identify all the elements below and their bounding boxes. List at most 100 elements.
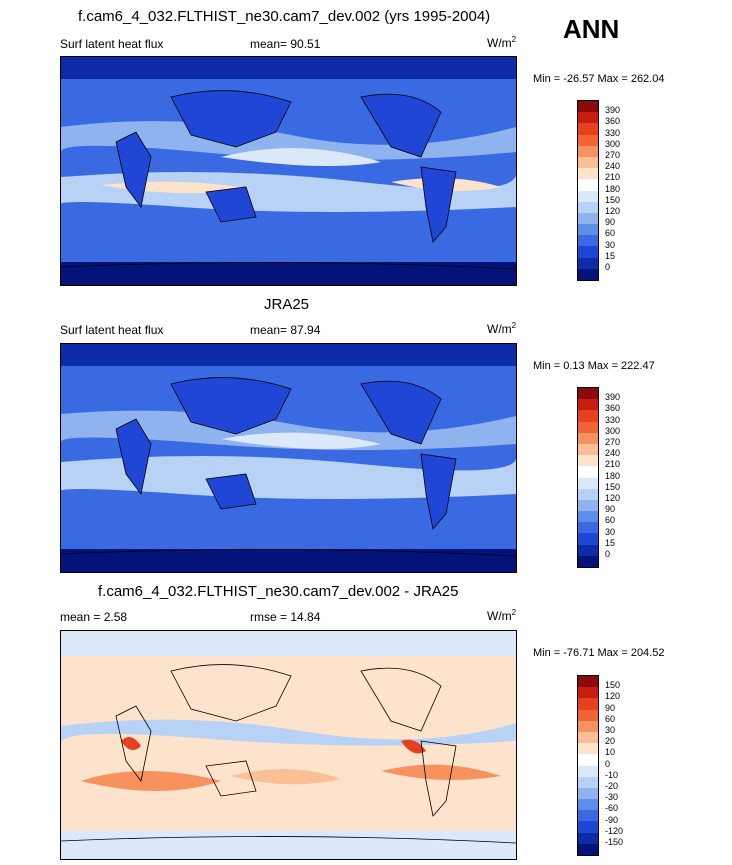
colorbar-tick-label: -30 (605, 792, 619, 803)
colorbar-tick-label: 210 (605, 172, 621, 183)
colorbar-box (578, 134, 598, 146)
colorbar-tick-label: 180 (605, 470, 621, 481)
colorbar-tick-label: -20 (605, 781, 619, 791)
season-label: ANN (563, 14, 620, 44)
panel1-colorbar (577, 100, 599, 281)
colorbar-tick-label: 90 (605, 504, 616, 515)
colorbar-box (578, 410, 598, 422)
panel2-title: JRA25 (264, 296, 310, 313)
colorbar-tick-label: 330 (605, 414, 621, 425)
panel1-title: f.cam6_4_032.FLTHIST_ne30.cam7_dev.002 (… (78, 8, 491, 25)
colorbar-tick-label: 150 (605, 194, 621, 205)
panel2-variable: Surf latent heat flux (60, 323, 164, 337)
colorbar-box (578, 843, 598, 855)
colorbar-box (578, 821, 598, 833)
colorbar-tick-label: 150 (605, 680, 621, 691)
colorbar-box (578, 533, 598, 545)
colorbar-tick-label: -10 (605, 769, 619, 780)
colorbar-box (578, 466, 598, 478)
colorbar-box (578, 799, 598, 811)
panel2-mean: mean= 87.94 (250, 323, 321, 337)
colorbar-tick-label: 90 (605, 217, 616, 228)
colorbar-box (578, 765, 598, 777)
colorbar-box (578, 257, 598, 269)
colorbar-tick-label: 20 (605, 736, 616, 747)
colorbar-box (578, 101, 598, 113)
colorbar-tick-label: 30 (605, 239, 616, 250)
colorbar-box (578, 156, 598, 169)
colorbar-tick-label: -150 (605, 837, 624, 847)
colorbar-tick-label: 120 (605, 691, 621, 702)
colorbar-box (578, 112, 598, 124)
colorbar-tick-label: 0 (605, 262, 611, 272)
colorbar-box (578, 246, 598, 258)
colorbar-box (578, 179, 598, 191)
colorbar-tick-label: 10 (605, 747, 616, 758)
colorbar-box (578, 145, 598, 157)
colorbar-tick-label: 60 (605, 515, 616, 526)
colorbar-box (578, 754, 598, 766)
colorbar-tick-label: 150 (605, 481, 621, 492)
colorbar-box (578, 499, 598, 512)
colorbar-tick-label: 120 (605, 493, 621, 503)
colorbar-box (578, 201, 598, 213)
colorbar-box (578, 776, 598, 788)
colorbar-box (578, 455, 598, 467)
colorbar-box (578, 698, 598, 710)
colorbar-box (578, 810, 598, 822)
panel1-variable: Surf latent heat flux (60, 37, 164, 51)
colorbar-box (578, 731, 598, 744)
colorbar-box (578, 421, 598, 433)
colorbar-tick-label: 270 (605, 150, 621, 160)
colorbar-tick-label: 390 (605, 392, 621, 403)
colorbar-tick-label: 390 (605, 105, 621, 116)
panel3-units: W/m2 (487, 608, 517, 623)
colorbar-tick-label: -120 (605, 825, 624, 836)
colorbar-tick-label: 15 (605, 537, 616, 548)
colorbar-box (578, 224, 598, 236)
panel3-map-svg (61, 631, 516, 859)
colorbar-tick-label: 60 (605, 713, 616, 724)
colorbar-box (578, 687, 598, 699)
colorbar-box (578, 832, 598, 844)
colorbar-box (578, 443, 598, 456)
colorbar-box (578, 522, 598, 534)
panel2-units: W/m2 (487, 321, 517, 336)
colorbar-box (578, 511, 598, 523)
panel3-colorbar (577, 675, 599, 856)
panel2-map (60, 343, 517, 573)
colorbar-box (578, 477, 598, 489)
colorbar-tick-label: 180 (605, 183, 621, 194)
colorbar-box (578, 190, 598, 202)
colorbar-tick-label: 15 (605, 250, 616, 261)
colorbar-box (578, 488, 598, 500)
colorbar-box (578, 787, 598, 800)
colorbar-box (578, 720, 598, 732)
colorbar-tick-label: -60 (605, 803, 619, 814)
colorbar-tick-label: 30 (605, 725, 616, 735)
colorbar-tick-label: 60 (605, 228, 616, 239)
panel3-map (60, 630, 517, 860)
panel1-map (60, 56, 517, 286)
colorbar-box (578, 168, 598, 180)
colorbar-box (578, 709, 598, 721)
colorbar-tick-label: 270 (605, 437, 621, 447)
colorbar-tick-label: 300 (605, 425, 621, 436)
panel1-map-svg (61, 57, 516, 285)
panel3-mean: mean = 2.58 (60, 610, 128, 624)
colorbar-box (578, 388, 598, 400)
colorbar-tick-label: 360 (605, 403, 621, 414)
colorbar-box (578, 743, 598, 755)
colorbar-box (578, 555, 598, 567)
colorbar-box (578, 676, 598, 688)
colorbar-box (578, 544, 598, 556)
colorbar-tick-label: 30 (605, 526, 616, 537)
colorbar-tick-label: 330 (605, 127, 621, 138)
colorbar-box (578, 235, 598, 247)
panel2-minmax: Min = 0.13 Max = 222.47 (533, 360, 655, 372)
colorbar-box (578, 268, 598, 280)
colorbar-tick-label: -90 (605, 814, 619, 825)
panel1-units: W/m2 (487, 35, 517, 50)
panel2-map-svg (61, 344, 516, 572)
panel1-mean: mean= 90.51 (250, 37, 321, 51)
